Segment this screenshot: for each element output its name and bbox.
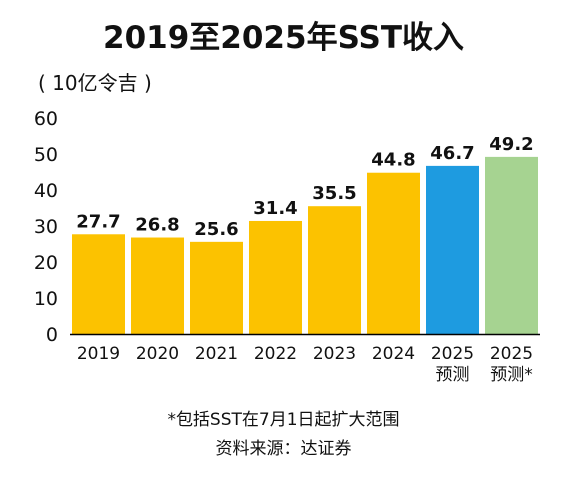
bar [131, 237, 184, 334]
bar [249, 220, 302, 334]
x-tick-label: 预测 [436, 365, 470, 385]
bar [72, 234, 125, 334]
x-tick-label: 2020 [136, 344, 179, 364]
x-tick-label: 2021 [195, 344, 238, 364]
bar-chart: 0 10 20 30 40 50 60 27.7 2019 26.8 2020 25.6 2021 31.… [34, 108, 540, 385]
bar-value-label: 27.7 [76, 211, 120, 232]
bar-value-label: 49.2 [489, 134, 533, 155]
source-note: 资料来源：达证券 [215, 439, 352, 459]
bar [367, 172, 420, 334]
x-tick-label: 预测* [490, 365, 533, 385]
y-tick-label: 20 [34, 252, 58, 274]
bar [308, 206, 361, 334]
x-tick-label: 2019 [77, 344, 120, 364]
x-tick-label: 2025 [490, 344, 533, 364]
bar-value-label: 26.8 [135, 215, 179, 236]
bar-value-label: 25.6 [194, 219, 238, 240]
bar [485, 156, 538, 334]
bar-value-label: 31.4 [253, 198, 297, 219]
y-tick-label: 60 [34, 108, 58, 130]
unit-label: ( 10亿令吉 ) [38, 71, 152, 95]
x-tick-label: 2022 [254, 344, 297, 364]
bar [190, 241, 243, 334]
bar-value-label: 35.5 [312, 183, 356, 204]
y-tick-label: 10 [34, 288, 58, 310]
y-tick-label: 40 [34, 180, 58, 202]
x-tick-label: 2023 [313, 344, 356, 364]
chart-title: 2019至2025年SST收入 [103, 20, 464, 56]
y-tick-label: 30 [34, 216, 58, 238]
x-tick-label: 2025 [431, 344, 474, 364]
y-tick-label: 50 [34, 144, 58, 166]
bar [426, 165, 479, 334]
bar-value-label: 44.8 [371, 150, 415, 171]
bar-value-label: 46.7 [430, 143, 474, 164]
x-tick-label: 2024 [372, 344, 415, 364]
y-tick-label: 0 [46, 324, 58, 346]
footnote: *包括SST在7月1日起扩大范围 [167, 410, 400, 430]
